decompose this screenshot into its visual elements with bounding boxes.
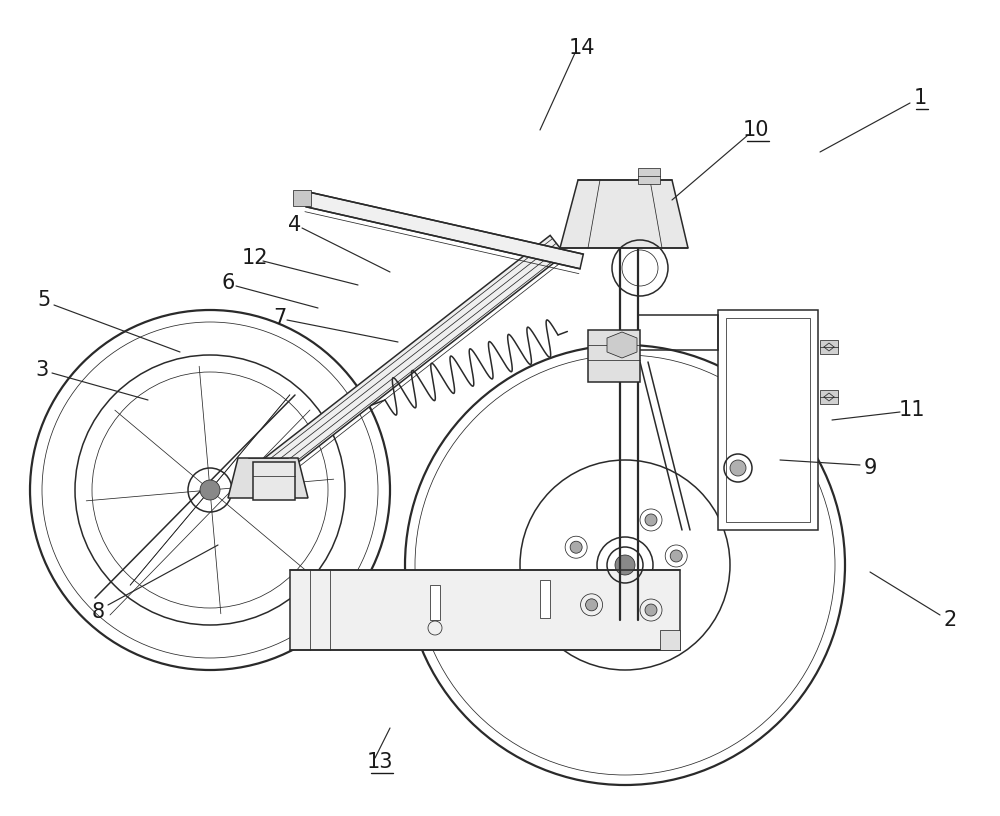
Bar: [430, 585, 440, 620]
Text: 12: 12: [242, 248, 268, 268]
Text: 2: 2: [943, 610, 957, 630]
Text: 6: 6: [221, 273, 235, 293]
Bar: [726, 318, 810, 522]
Bar: [820, 340, 838, 354]
Text: 13: 13: [367, 752, 393, 772]
Bar: [718, 310, 818, 530]
Circle shape: [645, 514, 657, 526]
Polygon shape: [560, 180, 688, 248]
Circle shape: [200, 480, 220, 500]
Polygon shape: [607, 332, 637, 358]
Circle shape: [730, 460, 746, 476]
Text: 4: 4: [288, 215, 302, 235]
Bar: [293, 190, 311, 206]
Text: 1: 1: [913, 88, 927, 108]
Polygon shape: [228, 458, 308, 498]
Bar: [540, 580, 550, 618]
Bar: [588, 330, 640, 382]
Circle shape: [645, 604, 657, 616]
Text: 11: 11: [899, 400, 925, 420]
Bar: [253, 462, 295, 500]
Circle shape: [570, 541, 582, 553]
Text: 8: 8: [91, 602, 105, 622]
Bar: [820, 390, 838, 404]
Circle shape: [615, 555, 635, 575]
Text: 14: 14: [569, 38, 595, 58]
Polygon shape: [306, 192, 583, 268]
Text: 3: 3: [35, 360, 49, 380]
Polygon shape: [255, 235, 565, 485]
Text: 5: 5: [37, 290, 51, 310]
Text: 10: 10: [743, 120, 769, 140]
Bar: [638, 168, 660, 184]
Text: 7: 7: [273, 308, 287, 328]
Circle shape: [670, 550, 682, 562]
Bar: [660, 630, 680, 650]
Bar: [290, 570, 680, 650]
Text: 9: 9: [863, 458, 877, 478]
Circle shape: [586, 599, 598, 611]
